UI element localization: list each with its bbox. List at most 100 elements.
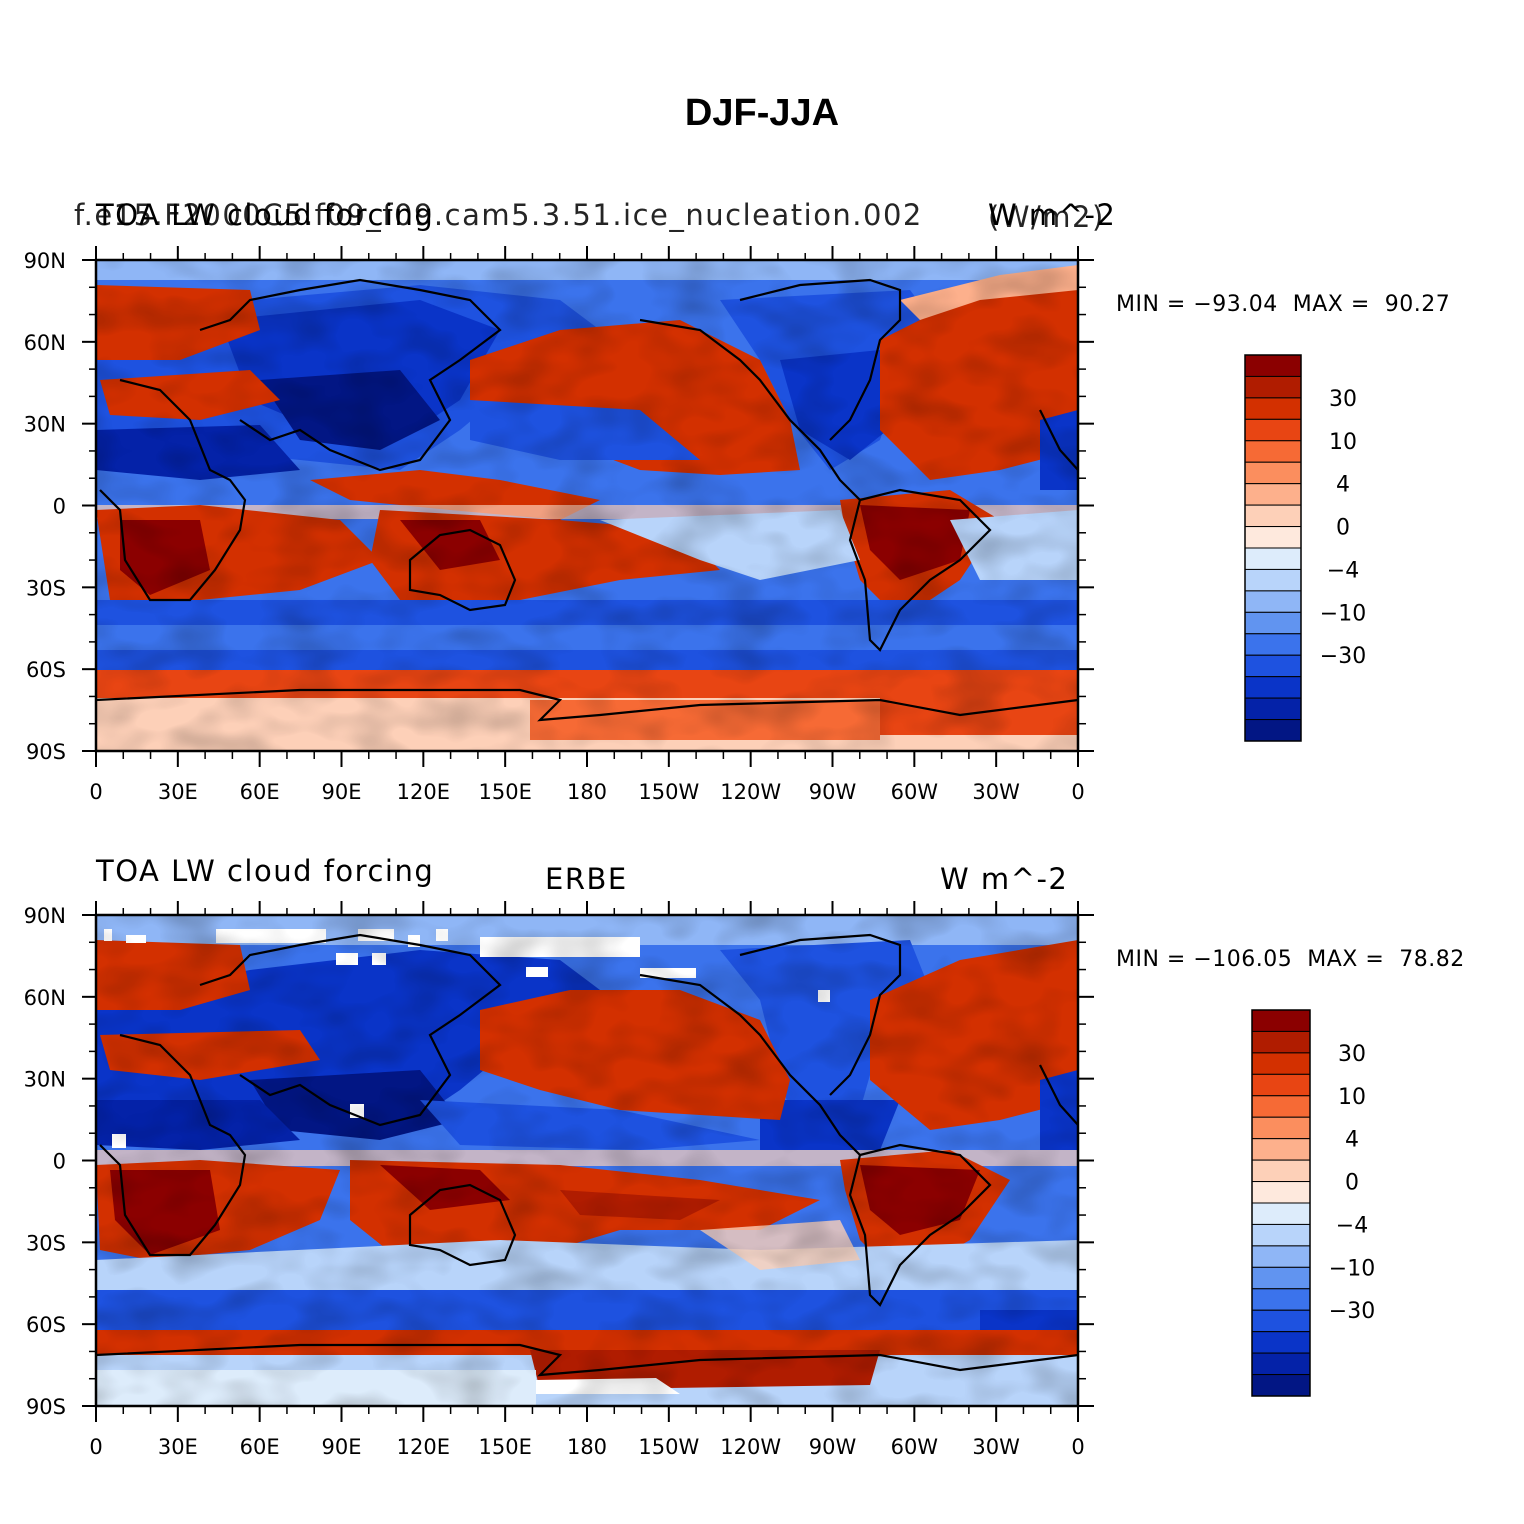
map2-lon-label: 120W bbox=[720, 1435, 781, 1459]
colorbar1-swatch bbox=[1244, 483, 1302, 506]
map1-lat-label: 30N bbox=[24, 413, 66, 437]
colorbar1-swatch bbox=[1244, 397, 1302, 420]
colorbar2-swatch bbox=[1251, 1159, 1311, 1183]
coastlines-map2 bbox=[95, 933, 1079, 1377]
map2-lon-label: 150E bbox=[478, 1435, 531, 1459]
colorbar2-swatch bbox=[1251, 1095, 1311, 1118]
colorbar1-swatch bbox=[1244, 526, 1302, 549]
map1-lon-label: 0 bbox=[1071, 780, 1084, 804]
map2-lat-label: 30S bbox=[26, 1231, 66, 1255]
colorbar1-label: −30 bbox=[1320, 644, 1366, 669]
colorbar1-swatch bbox=[1244, 633, 1302, 656]
map2-lon-label: 30W bbox=[972, 1435, 1020, 1459]
colorbar2-swatch bbox=[1251, 1223, 1311, 1247]
map1-lon-label: 150W bbox=[638, 780, 699, 804]
map1-lat-label: 30S bbox=[26, 576, 66, 600]
colorbar1-swatch bbox=[1244, 375, 1302, 399]
colorbar1-swatch bbox=[1244, 418, 1302, 442]
map2-lat-label: 60N bbox=[24, 986, 66, 1010]
panel2-units: W m^-2 bbox=[940, 862, 1069, 896]
map2-lat-label: 0 bbox=[53, 1150, 66, 1174]
colorbar1-swatch bbox=[1244, 547, 1302, 570]
map1-lon-label: 60W bbox=[891, 780, 939, 804]
map2-lon-label: 150W bbox=[638, 1435, 699, 1459]
map2-lat-label: 90N bbox=[24, 904, 66, 928]
map1-lon-label: 120W bbox=[720, 780, 781, 804]
colorbar2-swatch bbox=[1251, 1245, 1311, 1268]
map1-lat-label: 60N bbox=[24, 331, 66, 355]
colorbar1-label: −10 bbox=[1320, 601, 1366, 626]
colorbar1-swatch bbox=[1244, 354, 1302, 377]
coastlines-map1 bbox=[95, 278, 1079, 722]
panel1-units: W m^-2 bbox=[988, 198, 1117, 232]
map2-lon-label: 0 bbox=[1071, 1435, 1084, 1459]
colorbar2-label: 10 bbox=[1338, 1085, 1366, 1110]
map2-lon-label: 30E bbox=[158, 1435, 198, 1459]
map1-lat-label: 60S bbox=[26, 658, 66, 682]
colorbar2-swatch bbox=[1251, 1116, 1311, 1140]
colorbar2-swatch bbox=[1251, 1181, 1311, 1204]
colorbar2-label: 30 bbox=[1338, 1042, 1366, 1067]
map1-field bbox=[96, 260, 1078, 751]
colorbar2-swatch bbox=[1251, 1202, 1311, 1225]
colorbar1-swatch bbox=[1244, 504, 1302, 528]
colorbar2-swatch bbox=[1251, 1138, 1311, 1161]
colorbar2-swatch bbox=[1251, 1374, 1311, 1397]
colorbar1-label: 30 bbox=[1329, 387, 1357, 412]
map1-lon-label: 60E bbox=[240, 780, 280, 804]
colorbar2-swatch bbox=[1251, 1009, 1311, 1032]
colorbar2-swatch bbox=[1251, 1073, 1311, 1097]
panel2-minmax: MIN = −106.05 MAX = 78.82 bbox=[1116, 947, 1465, 972]
figure-title: DJF-JJA bbox=[684, 92, 840, 134]
map1-lon-label: 30E bbox=[158, 780, 198, 804]
colorbar2-swatch bbox=[1251, 1288, 1311, 1311]
map1-lon-label: 90E bbox=[322, 780, 362, 804]
colorbar2-swatch bbox=[1251, 1030, 1311, 1054]
map1-lon-label: 0 bbox=[89, 780, 102, 804]
panel1-minmax: MIN = −93.04 MAX = 90.27 bbox=[1116, 292, 1451, 317]
map1-lon-label: 180 bbox=[567, 780, 607, 804]
colorbar1-swatch bbox=[1244, 654, 1302, 678]
map2-lon-label: 90W bbox=[809, 1435, 857, 1459]
colorbar1-swatch bbox=[1244, 676, 1302, 699]
map2-lat-label: 60S bbox=[26, 1313, 66, 1337]
map2-lat-label: 90S bbox=[26, 1395, 66, 1419]
colorbar1-swatch bbox=[1244, 568, 1302, 592]
colorbar1-swatch bbox=[1244, 719, 1302, 742]
panel2-left-text: TOA LW cloud forcing bbox=[96, 854, 435, 888]
colorbar1-swatch bbox=[1244, 440, 1302, 463]
colorbar2-swatch bbox=[1251, 1309, 1311, 1333]
map1-lon-label: 30W bbox=[972, 780, 1020, 804]
map1-lat-label: 90N bbox=[24, 249, 66, 273]
map2-lon-label: 180 bbox=[567, 1435, 607, 1459]
colorbar2-swatch bbox=[1251, 1266, 1311, 1290]
colorbar1-swatch bbox=[1244, 590, 1302, 613]
map2-lon-label: 0 bbox=[89, 1435, 102, 1459]
colorbar2-swatch bbox=[1251, 1052, 1311, 1075]
map2-lon-label: 60E bbox=[240, 1435, 280, 1459]
map1-lon-label: 150E bbox=[478, 780, 531, 804]
panel1-units-overlap: (W/m2) bbox=[988, 200, 1105, 234]
colorbar-layer: 30 10 4 0 −4 −10 −30 30 10 4 0 −4 −10 −30 bbox=[1244, 354, 1375, 1397]
colorbar2-label: 4 bbox=[1345, 1128, 1359, 1153]
colorbar1-label: 4 bbox=[1336, 473, 1350, 498]
panel1-case-name: f.e15.F2000C5.f09_f09.cam5.3.51.ice_nucl… bbox=[74, 198, 923, 232]
colorbar1-label: 0 bbox=[1336, 516, 1350, 541]
panel1-left-text: TOA LW cloud forcing bbox=[96, 198, 435, 232]
colorbar2-label: 0 bbox=[1345, 1171, 1359, 1196]
colorbar1-swatch bbox=[1244, 697, 1302, 721]
colorbar2-label: −30 bbox=[1329, 1299, 1375, 1324]
map2-lat-label: 30N bbox=[24, 1068, 66, 1092]
map1-lat-label: 90S bbox=[26, 740, 66, 764]
colorbar2-swatch bbox=[1251, 1331, 1311, 1354]
colorbar1-swatch bbox=[1244, 611, 1302, 635]
map1-lat-label: 0 bbox=[53, 495, 66, 519]
map1-lon-label: 120E bbox=[397, 780, 450, 804]
colorbar1-swatch bbox=[1244, 461, 1302, 485]
map2-lon-label: 60W bbox=[891, 1435, 939, 1459]
colorbar2-label: −4 bbox=[1336, 1213, 1368, 1238]
map2-field bbox=[96, 915, 1078, 1406]
colorbar1-label: −4 bbox=[1327, 558, 1359, 583]
colorbar2-label: −10 bbox=[1329, 1256, 1375, 1281]
colorbar2-swatch bbox=[1251, 1352, 1311, 1376]
